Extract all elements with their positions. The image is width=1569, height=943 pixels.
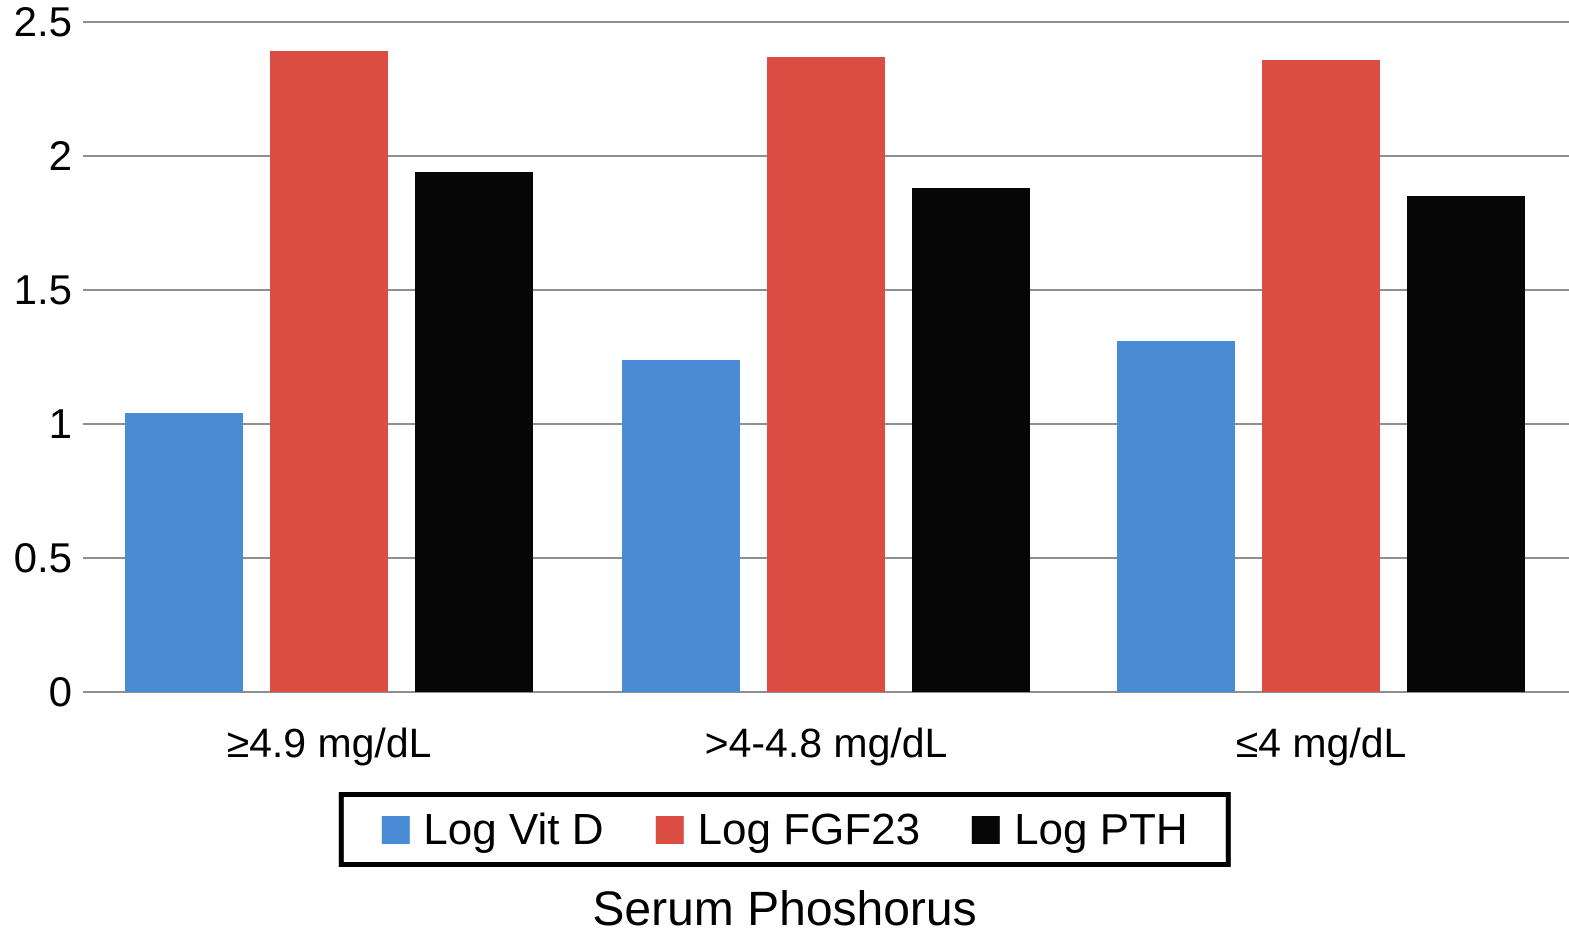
legend-item-log-fgf23: Log FGF23 xyxy=(655,804,921,855)
bar-log-fgf23-group-1 xyxy=(767,57,885,692)
gridline xyxy=(83,691,1569,693)
legend-swatch-icon xyxy=(972,815,1001,844)
legend-item-log-vit-d: Log Vit D xyxy=(381,804,604,855)
legend-label: Log FGF23 xyxy=(697,804,921,854)
bar-log-vit-d-group-2 xyxy=(1117,341,1235,692)
y-tick-label: 2.5 xyxy=(13,0,72,45)
gridline xyxy=(83,21,1569,23)
x-axis-title: Serum Phoshorus xyxy=(592,883,977,936)
y-tick-label: 2 xyxy=(48,132,72,179)
y-tick-label: 1.5 xyxy=(13,266,72,313)
y-tick-label: 0 xyxy=(48,668,72,715)
legend-swatch-icon xyxy=(381,815,410,844)
legend-item-log-pth: Log PTH xyxy=(972,805,1188,855)
legend: Log Vit D Log FGF23 Log PTH xyxy=(338,792,1231,867)
bar-log-pth-group-2 xyxy=(1407,196,1525,692)
category-label: ≥4.9 mg/dL xyxy=(226,720,432,766)
bar-log-fgf23-group-0 xyxy=(270,51,388,692)
bar-log-vit-d-group-1 xyxy=(622,360,740,692)
legend-label: Log PTH xyxy=(1014,804,1188,854)
y-tick-label: 1 xyxy=(48,400,72,447)
bar-log-fgf23-group-2 xyxy=(1262,60,1380,692)
bar-log-pth-group-1 xyxy=(912,188,1030,692)
bar-log-pth-group-0 xyxy=(415,172,533,692)
legend-label: Log Vit D xyxy=(423,804,604,854)
bar-log-vit-d-group-0 xyxy=(125,413,243,692)
y-tick-label: 0.5 xyxy=(13,534,72,581)
category-label: >4-4.8 mg/dL xyxy=(704,720,948,766)
category-label: ≤4 mg/dL xyxy=(1235,720,1407,766)
legend-swatch-icon xyxy=(655,815,684,844)
